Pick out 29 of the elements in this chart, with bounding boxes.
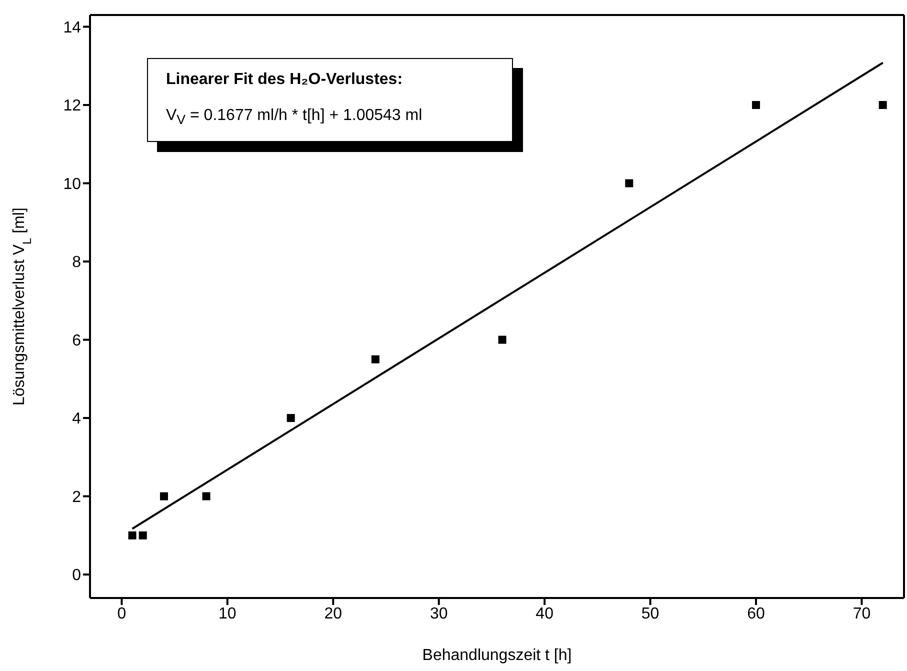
x-tick-label: 30 [430,605,448,622]
point [160,492,168,500]
x-tick-label: 20 [324,605,342,622]
x-tick-label: 0 [117,605,126,622]
point [202,492,210,500]
y-tick-label: 2 [72,488,82,506]
x-tick-label: 40 [536,605,554,622]
point [625,179,634,188]
annotation: V$_{V}$ = 0.1677 ml/h * t[h] + 1.00543 ml [166,107,424,128]
point [498,336,506,344]
point [286,414,295,422]
y-tick-label: 8 [72,254,82,272]
x-axis-title: Behandlungszeit t [h] [422,647,572,664]
point [752,100,760,109]
x-tick-label: 50 [641,605,660,622]
y-tick-label: 10 [63,176,82,193]
y-tick-label: 0 [72,567,82,584]
point [878,100,887,109]
point [371,355,380,364]
y-tick-label: 14 [63,19,82,36]
point [128,531,136,540]
x-tick-label: 60 [747,605,765,622]
x-tick-label: 70 [852,605,871,622]
y-tick-label: 12 [63,98,82,115]
annotation: Linearer Fit des H₂O-Verlustes: [166,71,404,89]
y-tick-label: 4 [72,410,82,428]
x-tick-label: 10 [218,605,236,622]
y-tick-label: 6 [72,332,82,350]
point [138,531,147,540]
